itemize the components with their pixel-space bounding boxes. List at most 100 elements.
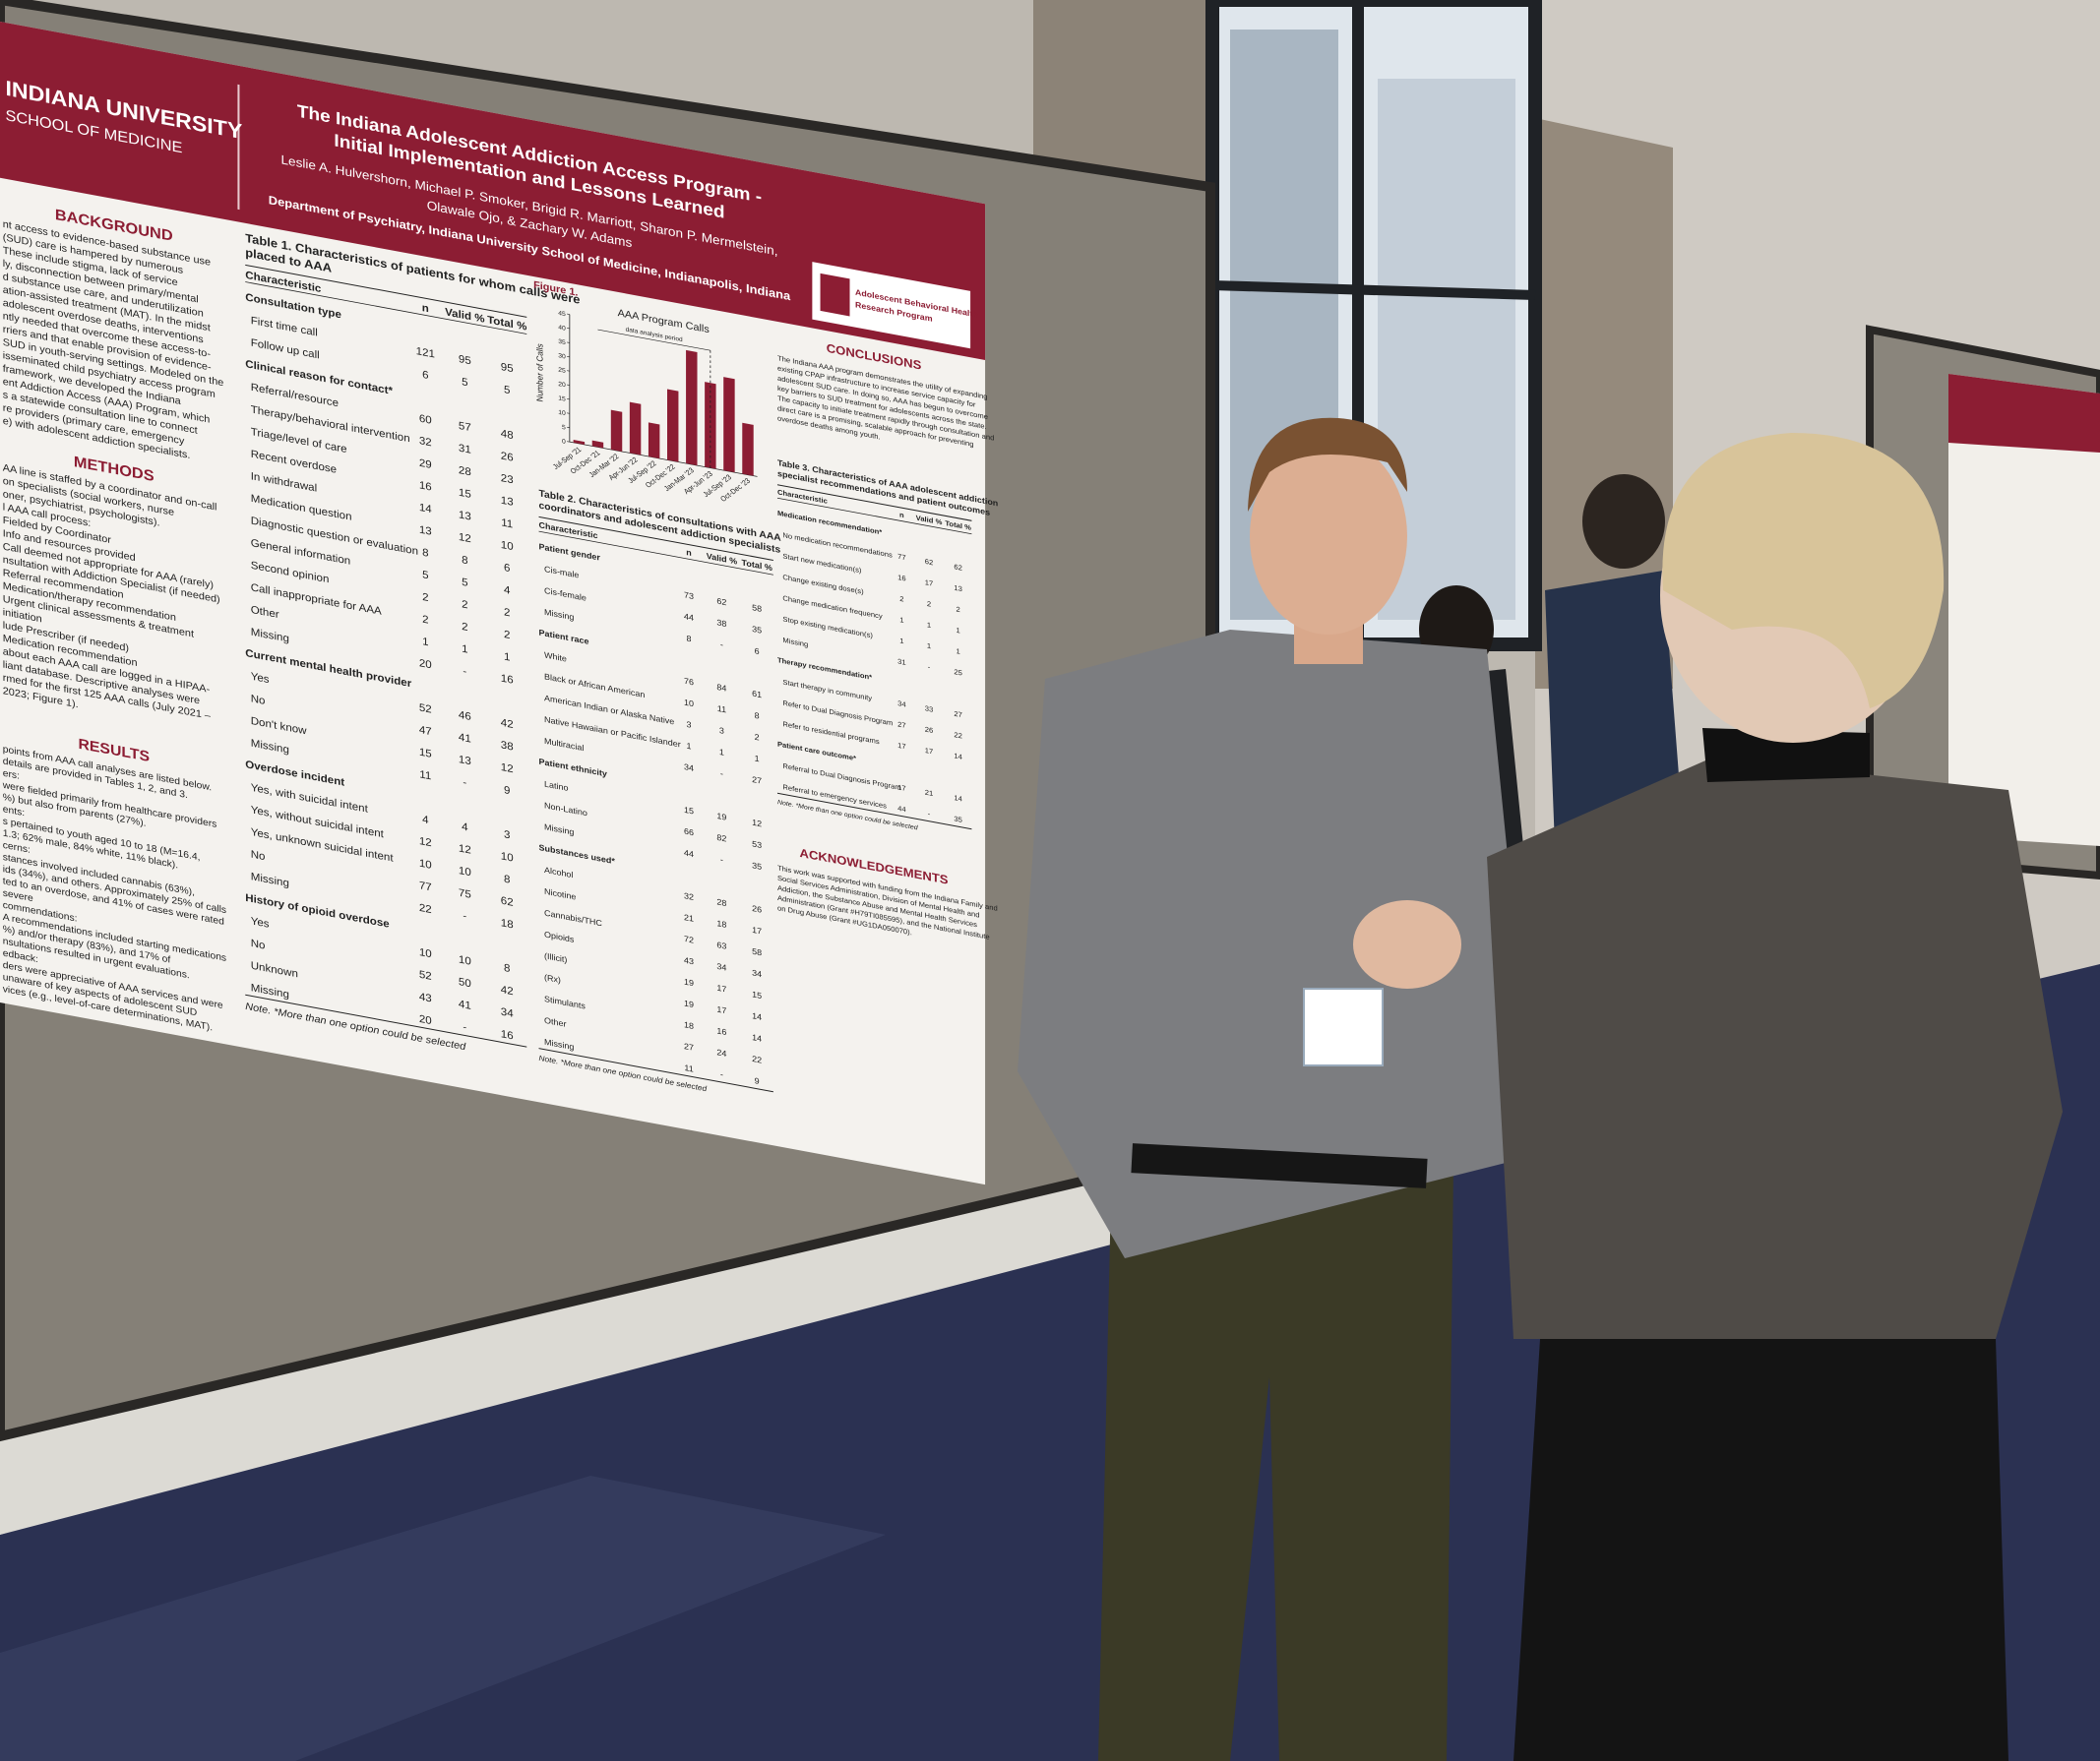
table-cell: 21 [925,788,933,798]
table-cell: 13 [459,754,471,767]
table-cell: 62 [501,895,514,909]
table-cell: 3 [719,725,724,736]
table-cell: 41 [459,999,471,1012]
table-cell: 2 [504,629,510,641]
y-tick [567,398,570,400]
table-cell: 16 [501,673,514,687]
table-cell: 1 [687,741,692,752]
table-cell: 58 [752,602,762,613]
table-cell: 62 [954,563,961,573]
table-cell: 8 [422,547,428,560]
table-cell: 28 [716,897,726,908]
table-cell: 32 [419,435,432,449]
carpet-pattern [0,1476,886,1761]
y-tick-label: 30 [558,352,566,360]
table-cell: 16 [897,573,905,582]
bar [573,439,586,445]
table-cell: 12 [459,843,471,857]
table-cell: 20 [419,1013,432,1027]
table-cell: - [720,1069,723,1079]
table-cell: 2 [755,732,760,743]
table-cell: 1 [755,754,760,764]
y-tick-label: 10 [558,409,566,417]
table-cell: 17 [925,577,933,587]
table-cell: 24 [716,1048,726,1059]
bar [648,422,660,459]
woman-skirt [1513,1339,2008,1761]
man-hair [1248,417,1407,512]
y-tick-label: 40 [558,325,566,333]
table-cell: 35 [752,624,762,635]
table-cell: 1 [899,637,903,645]
table-cell: 1 [927,641,931,650]
y-tick-label: 5 [562,424,566,431]
table-cell: 34 [752,968,762,979]
table-cell: 17 [897,741,905,751]
table-cell: 14 [954,752,961,761]
table-cell: 43 [684,955,694,966]
table-cell: No [251,849,266,863]
man-pants [1098,1151,1453,1761]
table-cell: 61 [752,689,762,699]
table-cell: 3 [687,719,692,730]
table-cell: 42 [501,717,514,731]
wall-panel [0,1145,1205,1535]
y-tick-label: 20 [558,381,566,389]
table-cell: 10 [419,946,432,960]
table-cell: 11 [501,517,513,531]
body-line: ers: [3,768,20,782]
table-cell: Other [251,604,279,621]
table-cell: 73 [684,590,694,601]
table-cell: 16 [419,480,432,494]
table-cell: 35 [752,861,762,872]
table-cell: 9 [755,1075,760,1086]
table-cell: - [928,662,931,671]
table-cell: 60 [419,413,432,427]
name-badge [1303,988,1384,1066]
table-cell: 43 [419,992,432,1005]
table-cell: 14 [419,502,432,516]
table-cell: 47 [419,724,432,738]
table-cell: 41 [459,732,471,746]
poster [1948,374,2100,846]
table-cell: 3 [504,829,510,842]
table-cell: 66 [684,826,694,837]
table-cell: 44 [684,611,694,622]
table-cell: 1 [719,747,724,758]
table-cell: 32 [684,890,694,901]
table-cell: 12 [459,531,471,545]
y-tick [567,384,570,386]
table-cell: 8 [755,710,760,721]
table-cell: 1 [899,615,903,624]
table-header: n [686,547,691,558]
table-cell: 28 [459,464,471,478]
table-cell: 31 [459,443,471,456]
table-cell: 44 [897,804,905,814]
y-tick-label: 0 [562,438,566,445]
table-cell: 2 [422,591,428,604]
table-cell: 12 [752,818,762,828]
person-head [1582,474,1665,569]
table-cell: 52 [419,969,432,983]
table-cell: 77 [419,880,432,894]
table-cell: - [928,810,931,819]
table-rule [538,516,773,561]
table-cell: White [544,650,567,664]
bar [705,382,716,469]
table-rule [776,792,972,830]
table-cell: 10 [459,954,471,968]
table-cell: - [463,910,466,922]
table-cell: No [251,694,266,707]
table-cell: 27 [954,709,961,719]
table-header: n [422,302,429,315]
table-cell: 5 [504,385,510,397]
table-cell: No [251,938,266,951]
table-cell: 4 [422,814,428,826]
y-axis-label: Number of Calls [534,342,544,402]
table-cell: 1 [422,637,428,649]
table-rule [538,1048,773,1093]
table-cell: - [463,666,466,678]
y-tick-label: 25 [558,367,566,375]
table-rule [245,281,527,334]
